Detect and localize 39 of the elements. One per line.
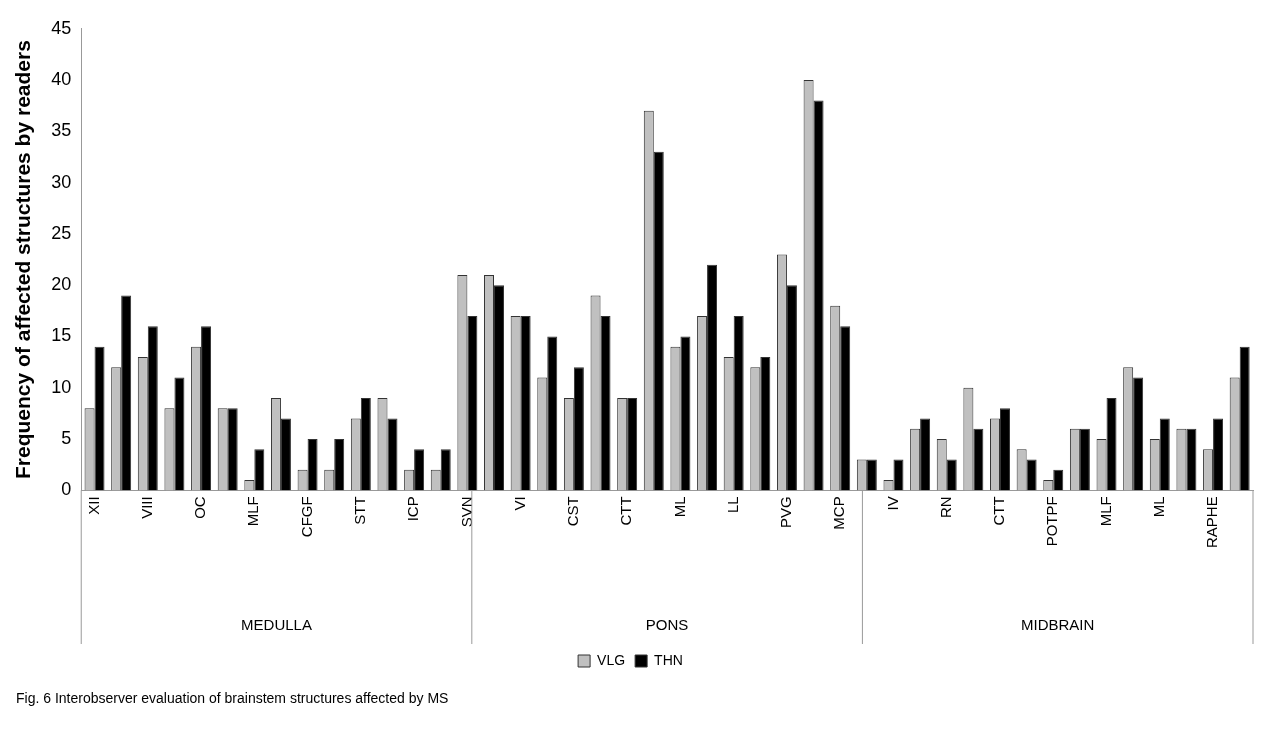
- text: MIDBRAIN: [1021, 616, 1095, 634]
- x-tick-label: PVG: [777, 496, 795, 529]
- y-tick-label: 30: [51, 171, 72, 192]
- x-tick-label: OC: [191, 496, 209, 519]
- text: MEDULLA: [241, 616, 312, 634]
- x-tick-label: XII: [84, 496, 102, 515]
- x-tick-label: IV: [883, 496, 901, 511]
- text: PONS: [645, 616, 689, 634]
- x-tick-label: RN: [936, 496, 954, 518]
- x-tick-label: ML: [1149, 496, 1167, 518]
- y-tick-label: 40: [51, 69, 72, 90]
- x-tick-label: MLF: [1096, 496, 1114, 527]
- x-tick-label: CFGF: [297, 496, 315, 538]
- x-tick-label: POTPF: [1043, 496, 1061, 547]
- x-tick-label: LL: [723, 496, 741, 514]
- y-tick-label: 0: [61, 479, 72, 500]
- legend-label: THN: [654, 651, 683, 668]
- x-tick-label: SVN: [457, 496, 475, 528]
- x-tick-label: MCP: [830, 496, 848, 530]
- y-axis-title: Frequency of affected structures by readers: [11, 40, 35, 479]
- x-tick-label: CST: [564, 496, 582, 527]
- caption: Fig. 6 Interobserver evaluation of brainstem structures affected by MS: [15, 689, 450, 708]
- x-tick-label: CTT: [617, 496, 635, 526]
- x-tick-label: MLF: [244, 496, 262, 527]
- x-tick-label: VIII: [137, 496, 155, 519]
- x-tick-label: RAPHE: [1203, 496, 1221, 549]
- x-tick-label: VI: [510, 496, 528, 511]
- y-tick-label: 35: [51, 120, 72, 141]
- y-tick-label: 15: [51, 325, 72, 346]
- x-tick-label: STT: [350, 496, 368, 525]
- y-tick-label: 5: [61, 428, 72, 449]
- y-tick-label: 25: [51, 222, 72, 243]
- x-tick-label: ICP: [404, 496, 422, 522]
- x-tick-label: CTT: [990, 496, 1008, 526]
- legend-label: VLG: [597, 651, 626, 668]
- y-tick-label: 10: [51, 376, 72, 397]
- y-tick-label: 45: [51, 17, 72, 38]
- x-tick-label: ML: [670, 496, 688, 518]
- y-tick-label: 20: [51, 274, 72, 295]
